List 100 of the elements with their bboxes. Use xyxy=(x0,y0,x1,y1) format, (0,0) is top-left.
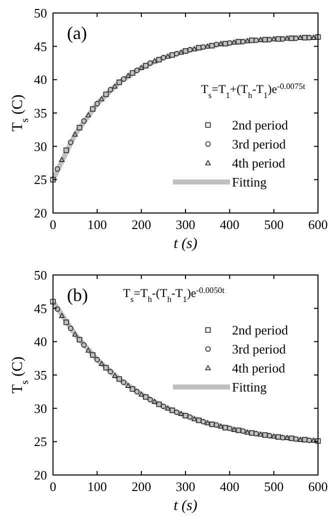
y-tick-label: 30 xyxy=(34,138,47,154)
point xyxy=(64,320,69,326)
point xyxy=(231,40,237,45)
point xyxy=(187,414,193,420)
point xyxy=(204,44,210,49)
legend-label: 4th period xyxy=(232,156,286,170)
point xyxy=(218,40,224,46)
text: (a) xyxy=(67,23,87,43)
point xyxy=(108,86,114,92)
point xyxy=(68,140,74,146)
point xyxy=(59,312,65,318)
y-tick-label: 30 xyxy=(34,400,47,416)
y-tick-label: 20 xyxy=(34,206,47,220)
point xyxy=(209,422,215,428)
point xyxy=(315,438,321,444)
y-tick-label: 25 xyxy=(34,434,47,450)
point xyxy=(298,34,304,40)
point xyxy=(266,36,272,42)
point xyxy=(94,100,100,106)
point xyxy=(86,112,92,118)
y-tick-label: 40 xyxy=(34,334,47,350)
point xyxy=(76,336,82,342)
point xyxy=(236,428,242,434)
point xyxy=(72,132,78,137)
point xyxy=(152,398,158,404)
point xyxy=(125,72,131,78)
point xyxy=(165,406,171,411)
point xyxy=(81,118,87,124)
point xyxy=(134,68,140,74)
point xyxy=(165,54,171,59)
point xyxy=(293,36,299,42)
point xyxy=(90,352,96,358)
point xyxy=(244,38,250,44)
legend-label: 2nd period xyxy=(232,118,288,132)
point xyxy=(130,70,136,76)
point xyxy=(103,92,109,98)
point xyxy=(147,60,153,66)
point xyxy=(200,44,206,50)
x-tick-label: 400 xyxy=(220,217,240,232)
point xyxy=(196,418,202,424)
point xyxy=(192,46,198,52)
point xyxy=(170,52,175,58)
point xyxy=(262,36,268,42)
point xyxy=(222,40,228,46)
point xyxy=(54,166,60,172)
point xyxy=(293,436,299,442)
point xyxy=(182,48,188,54)
y-tick-label: 35 xyxy=(34,368,47,382)
point xyxy=(160,54,166,60)
x-tick-label: 0 xyxy=(50,479,56,494)
point xyxy=(64,148,69,154)
text: T$_{s}$=T$_{h}$-(T$_{h}$-T$_{1}$)e$^{-0.0050t}$ xyxy=(123,286,224,304)
point xyxy=(214,422,220,428)
point xyxy=(134,388,140,394)
y-tick-label: 25 xyxy=(34,172,47,188)
point xyxy=(147,396,153,402)
point xyxy=(120,76,126,82)
point xyxy=(152,58,158,64)
point xyxy=(76,124,82,130)
point xyxy=(50,298,56,304)
point xyxy=(98,360,104,366)
point xyxy=(125,382,131,388)
point xyxy=(196,44,202,50)
point xyxy=(156,56,162,62)
point xyxy=(288,436,294,442)
y-tick-label: 45 xyxy=(34,38,47,54)
point xyxy=(68,326,74,332)
point xyxy=(54,306,60,312)
legend-label: Fitting xyxy=(232,174,268,190)
x-tick-label: 500 xyxy=(264,217,284,232)
point xyxy=(81,342,87,348)
y-tick-label: 40 xyxy=(34,72,47,88)
point xyxy=(315,34,321,40)
point xyxy=(302,34,308,40)
point xyxy=(120,380,126,386)
point xyxy=(178,410,184,416)
y-tick-label: 50 xyxy=(34,6,47,20)
point xyxy=(94,356,100,362)
point xyxy=(72,332,78,337)
y-tick-label: 20 xyxy=(34,468,47,482)
legend-label: Fitting xyxy=(232,380,268,394)
point xyxy=(240,428,246,434)
point xyxy=(244,430,250,435)
x-axis-title: t (s) xyxy=(174,236,198,252)
point xyxy=(276,434,281,440)
legend-label: 2nd period xyxy=(232,322,288,338)
legend-label: 4th period xyxy=(232,360,286,376)
point xyxy=(192,416,198,422)
point xyxy=(226,40,232,46)
point xyxy=(231,426,237,432)
point xyxy=(108,368,114,374)
point xyxy=(240,38,246,44)
point xyxy=(298,436,304,442)
point xyxy=(156,402,162,408)
point xyxy=(112,84,118,89)
x-tick-label: 200 xyxy=(132,479,152,494)
point xyxy=(98,96,104,102)
y-tick-label: 45 xyxy=(34,300,47,316)
point xyxy=(112,372,118,378)
point xyxy=(204,420,210,426)
